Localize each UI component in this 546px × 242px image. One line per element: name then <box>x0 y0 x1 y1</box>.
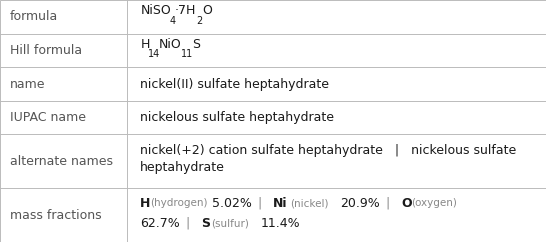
Text: O: O <box>203 4 212 17</box>
Text: (hydrogen): (hydrogen) <box>150 198 207 208</box>
Text: nickel(II) sulfate heptahydrate: nickel(II) sulfate heptahydrate <box>140 77 329 91</box>
Text: Ni: Ni <box>273 197 288 210</box>
Text: ·7H: ·7H <box>175 4 197 17</box>
Text: heptahydrate: heptahydrate <box>140 161 225 174</box>
Text: (oxygen): (oxygen) <box>411 198 456 208</box>
Text: 11: 11 <box>181 49 193 59</box>
Text: 11.4%: 11.4% <box>261 217 301 230</box>
Text: H: H <box>140 197 151 210</box>
Text: alternate names: alternate names <box>10 155 113 168</box>
Text: S: S <box>192 38 200 51</box>
Text: 2: 2 <box>197 15 203 26</box>
Text: NiO: NiO <box>159 38 182 51</box>
Text: name: name <box>10 77 45 91</box>
Text: |: | <box>385 197 390 210</box>
Text: 14: 14 <box>147 49 160 59</box>
Text: 62.7%: 62.7% <box>140 217 180 230</box>
Text: 5.02%: 5.02% <box>212 197 252 210</box>
Text: nickel(+2) cation sulfate heptahydrate   |   nickelous sulfate: nickel(+2) cation sulfate heptahydrate |… <box>140 144 517 157</box>
Text: NiSO: NiSO <box>140 4 171 17</box>
Text: H: H <box>140 38 150 51</box>
Text: formula: formula <box>10 10 58 23</box>
Text: S: S <box>201 217 210 230</box>
Text: Hill formula: Hill formula <box>10 44 82 57</box>
Text: 20.9%: 20.9% <box>340 197 380 210</box>
Text: IUPAC name: IUPAC name <box>10 111 86 124</box>
Text: 4: 4 <box>169 15 175 26</box>
Text: nickelous sulfate heptahydrate: nickelous sulfate heptahydrate <box>140 111 334 124</box>
Text: (nickel): (nickel) <box>290 198 328 208</box>
Text: O: O <box>401 197 412 210</box>
Text: |: | <box>185 217 189 230</box>
Text: |: | <box>257 197 262 210</box>
Text: mass fractions: mass fractions <box>10 209 102 222</box>
Text: (sulfur): (sulfur) <box>211 218 248 228</box>
